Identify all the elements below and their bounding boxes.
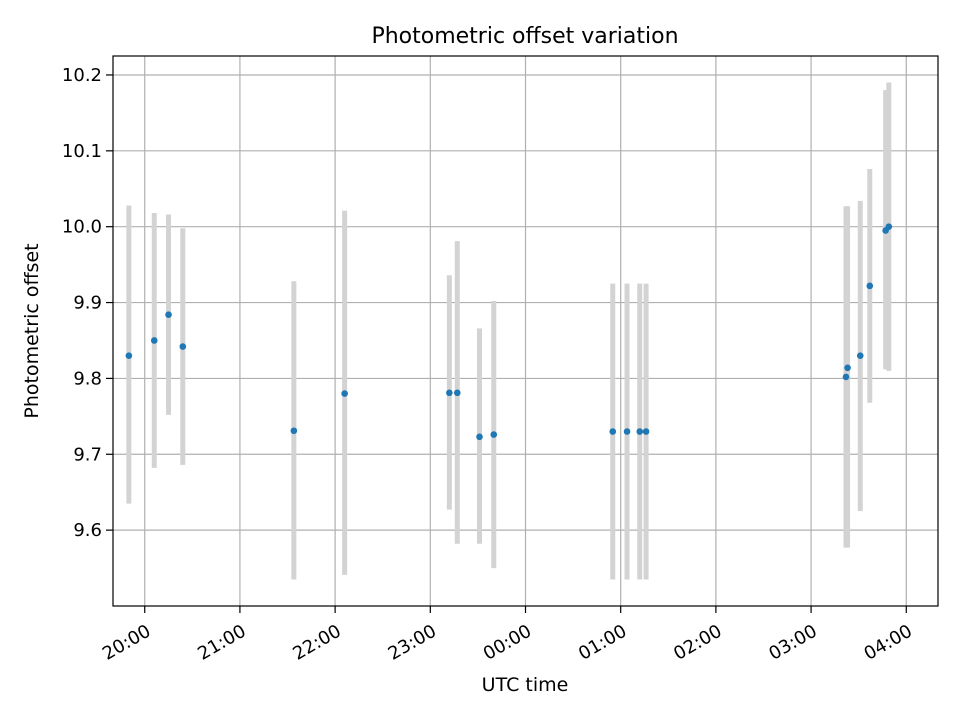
data-point [885, 223, 893, 230]
data-point [290, 427, 298, 435]
data-point [623, 428, 631, 435]
chart-title: Photometric offset variation [371, 24, 678, 49]
data-point [453, 389, 461, 397]
data-point [165, 311, 172, 318]
data-point [125, 352, 133, 359]
y-tick-label: 9.8 [73, 368, 102, 389]
data-point [490, 431, 498, 438]
data-point [856, 352, 864, 359]
y-tick-label: 9.9 [73, 293, 102, 314]
y-tick-label: 9.6 [73, 520, 102, 541]
data-point [609, 428, 617, 435]
data-point [341, 390, 348, 397]
data-point [866, 282, 874, 290]
grid-lines [113, 56, 938, 606]
y-axis-label: Photometric offset [21, 243, 43, 418]
data-point [636, 428, 644, 435]
data-point [642, 428, 650, 435]
y-tick-label: 10.2 [62, 65, 102, 86]
data-point [150, 337, 158, 344]
data-point [446, 389, 453, 397]
y-tick-label: 9.7 [73, 444, 102, 465]
data-point [179, 343, 187, 350]
x-axis-label: UTC time [482, 674, 569, 696]
y-tick-label: 10.0 [62, 217, 102, 238]
data-point [844, 364, 851, 372]
data-points [125, 223, 893, 441]
y-axis-ticks: 9.6 9.7 9.8 9.9 10.0 10.1 10.2 [62, 65, 113, 541]
data-point [842, 373, 850, 381]
data-point [476, 433, 483, 441]
y-tick-label: 10.1 [62, 141, 102, 162]
